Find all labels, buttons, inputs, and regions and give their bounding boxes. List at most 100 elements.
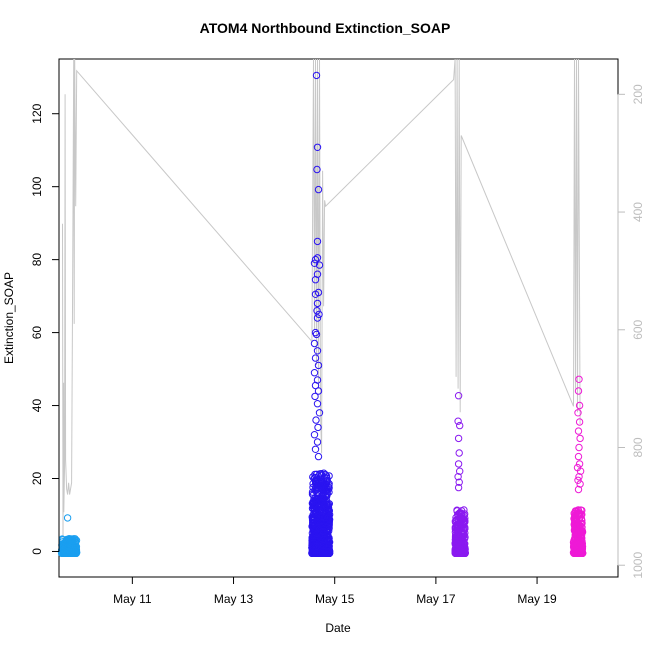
data-point (454, 434, 463, 443)
data-point (313, 400, 322, 408)
data-point (315, 409, 324, 417)
data-point (311, 255, 320, 264)
data-point (310, 339, 319, 348)
data-point (570, 510, 578, 518)
data-point (310, 547, 318, 555)
gray-line (62, 58, 581, 542)
data-point (312, 479, 320, 487)
data-point (314, 452, 323, 461)
scatter-points (57, 71, 587, 557)
y2-tick-label: 200 (631, 84, 645, 104)
data-point (311, 445, 320, 453)
data-point (574, 409, 582, 417)
data-point (575, 418, 584, 426)
data-point (576, 549, 584, 557)
data-point (572, 529, 581, 537)
data-point (316, 483, 325, 491)
data-point (319, 541, 328, 550)
data-point (312, 512, 321, 521)
data-point (313, 549, 321, 557)
data-point (575, 443, 583, 452)
data-point (311, 354, 320, 362)
data-point (310, 369, 319, 377)
data-point (575, 473, 583, 481)
data-point (323, 548, 332, 557)
data-point (314, 387, 323, 395)
y2-tick-label: 800 (631, 437, 645, 457)
data-point (451, 539, 459, 547)
data-point (454, 417, 462, 425)
data-point (313, 307, 321, 315)
data-point (458, 549, 467, 557)
data-point (322, 517, 331, 526)
data-point (317, 513, 325, 522)
y-tick-label: 60 (30, 326, 44, 340)
data-point (318, 512, 326, 521)
y-tick-label: 120 (30, 103, 44, 123)
data-point (312, 330, 321, 339)
data-point (575, 460, 584, 468)
data-point (313, 314, 322, 322)
data-point (309, 525, 317, 533)
data-point (574, 541, 583, 549)
data-point (318, 497, 326, 505)
data-point (575, 401, 584, 410)
data-point (317, 477, 325, 485)
data-point (315, 261, 324, 269)
data-point (571, 527, 580, 536)
data-point (454, 460, 463, 468)
data-point (64, 549, 72, 557)
data-point (453, 521, 461, 529)
gray-secondary-series (62, 58, 581, 542)
data-point (452, 514, 460, 522)
data-point (578, 547, 586, 555)
data-point (578, 530, 586, 539)
data-point (455, 449, 463, 457)
data-point (573, 516, 581, 524)
data-point (312, 416, 320, 424)
data-point (574, 512, 582, 520)
data-point (310, 431, 319, 439)
y-tick-label: 0 (30, 548, 44, 555)
data-point (571, 549, 579, 557)
data-point (313, 254, 322, 262)
data-point (454, 517, 462, 526)
data-point (311, 486, 319, 495)
data-point (59, 548, 67, 556)
data-point (313, 165, 321, 174)
data-point (574, 485, 583, 494)
data-point (317, 505, 325, 513)
data-point (315, 310, 323, 319)
data-point (323, 491, 331, 499)
data-point (312, 509, 321, 517)
data-point (576, 467, 585, 475)
data-point (65, 535, 73, 543)
data-point (314, 185, 323, 194)
x-tick-label: May 15 (315, 592, 355, 606)
data-point (320, 533, 328, 541)
data-point (312, 476, 321, 485)
data-point (310, 259, 319, 267)
data-point (325, 547, 334, 556)
data-point (453, 532, 462, 541)
y2-tick-label: 1000 (631, 552, 645, 579)
secondary-y-axis: 200 400 600 800 1000 (617, 84, 645, 579)
data-point (314, 423, 322, 432)
data-point (454, 392, 463, 400)
data-point (319, 527, 327, 536)
data-point (311, 328, 320, 337)
data-point (311, 392, 319, 401)
data-point (313, 299, 322, 308)
flight-4-cluster (569, 375, 587, 557)
data-point (315, 479, 323, 487)
data-point (317, 492, 326, 500)
x-tick-label: May 13 (214, 592, 254, 606)
plot-frame (58, 58, 619, 578)
x-axis-label: Date (325, 621, 351, 635)
data-point (576, 480, 584, 488)
data-point (71, 538, 80, 547)
y2-tick-label: 400 (631, 202, 645, 222)
data-point (456, 540, 464, 548)
data-point (572, 548, 581, 556)
data-point (317, 470, 325, 478)
